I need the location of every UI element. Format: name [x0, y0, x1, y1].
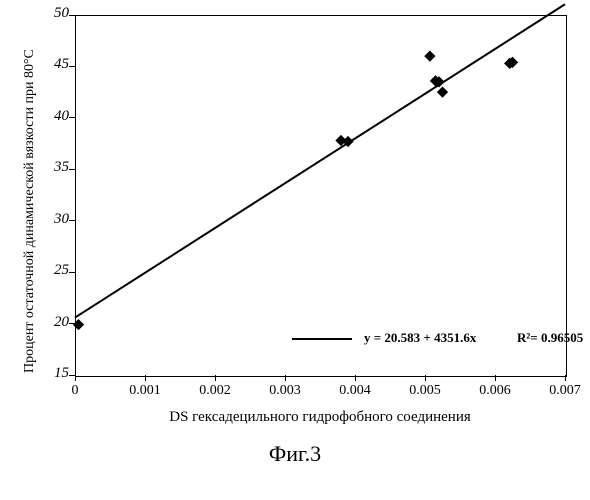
fit-r2-text: R²= 0.96505 [517, 330, 583, 346]
data-point [424, 50, 435, 61]
data-point [437, 86, 448, 97]
chart-svg-layer [0, 0, 590, 500]
fit-equation-text: y = 20.583 + 4351.6x [364, 330, 476, 346]
data-point [73, 319, 84, 330]
fit-line [75, 4, 565, 317]
